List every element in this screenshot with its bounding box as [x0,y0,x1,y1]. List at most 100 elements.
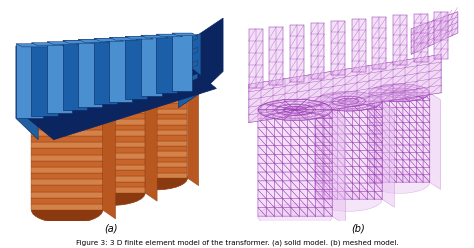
Polygon shape [78,130,145,136]
Polygon shape [141,35,168,38]
Polygon shape [370,171,430,193]
Polygon shape [57,77,83,91]
Polygon shape [125,87,187,93]
Polygon shape [290,25,304,82]
Polygon shape [125,103,187,109]
Polygon shape [78,125,145,130]
Polygon shape [248,29,263,89]
Polygon shape [78,96,145,102]
Polygon shape [94,38,123,41]
Polygon shape [102,40,127,55]
Ellipse shape [78,181,145,205]
Polygon shape [132,81,155,94]
Polygon shape [117,83,141,97]
Polygon shape [47,42,79,45]
Polygon shape [31,105,103,111]
Polygon shape [109,37,138,40]
Polygon shape [125,141,187,146]
Polygon shape [147,37,169,50]
Polygon shape [63,40,94,44]
Polygon shape [132,52,155,66]
Polygon shape [102,71,127,85]
Polygon shape [125,162,187,167]
Polygon shape [78,113,145,119]
Polygon shape [31,167,103,173]
Polygon shape [73,43,98,57]
Polygon shape [141,35,162,96]
Polygon shape [382,101,394,207]
Polygon shape [269,27,283,85]
Polygon shape [87,42,112,56]
Polygon shape [331,21,345,75]
Text: Figure 3: 3 D finite element model of the transformer. (a) solid model. (b) mesh: Figure 3: 3 D finite element model of th… [76,239,398,246]
Polygon shape [31,111,103,118]
Polygon shape [78,165,145,170]
Polygon shape [147,78,169,92]
Polygon shape [31,198,103,204]
Polygon shape [125,130,187,135]
Polygon shape [78,39,102,107]
Polygon shape [31,43,64,46]
Polygon shape [117,69,141,82]
Ellipse shape [31,88,103,110]
Ellipse shape [56,96,78,102]
Polygon shape [78,170,145,176]
Polygon shape [125,82,187,87]
Polygon shape [147,64,169,78]
Polygon shape [43,46,69,60]
Polygon shape [57,93,83,107]
Polygon shape [43,79,69,93]
Polygon shape [78,159,145,165]
Ellipse shape [101,88,122,94]
Polygon shape [132,66,155,80]
Polygon shape [78,148,145,153]
Polygon shape [78,142,145,148]
Polygon shape [78,102,145,108]
Polygon shape [315,101,382,199]
Polygon shape [78,176,145,182]
Polygon shape [156,34,182,37]
Polygon shape [125,157,187,162]
Polygon shape [411,12,457,54]
Text: (a): (a) [105,223,118,233]
Polygon shape [43,62,69,77]
Polygon shape [31,179,103,186]
Polygon shape [31,191,103,198]
Polygon shape [162,62,183,76]
Polygon shape [63,40,87,110]
Polygon shape [315,92,382,111]
Polygon shape [162,49,183,62]
Polygon shape [31,124,103,130]
Polygon shape [117,54,141,68]
Polygon shape [73,91,98,105]
Ellipse shape [31,197,103,223]
Polygon shape [78,182,145,187]
Polygon shape [258,204,332,229]
Polygon shape [352,19,366,72]
Polygon shape [156,34,177,93]
Polygon shape [78,119,145,125]
Polygon shape [78,136,145,142]
Polygon shape [102,86,127,100]
Polygon shape [87,57,112,71]
Polygon shape [117,39,141,53]
Polygon shape [31,118,103,124]
Polygon shape [125,36,153,39]
Polygon shape [31,155,103,161]
Polygon shape [31,142,103,149]
Polygon shape [258,99,332,121]
Polygon shape [57,61,83,75]
Polygon shape [434,12,448,59]
Polygon shape [201,18,223,93]
Polygon shape [87,73,112,87]
Polygon shape [147,51,169,64]
Polygon shape [94,38,117,104]
Polygon shape [31,43,57,116]
Polygon shape [31,186,103,191]
Polygon shape [162,76,183,89]
Polygon shape [145,91,157,201]
Polygon shape [315,187,382,211]
Polygon shape [125,109,187,114]
Polygon shape [31,136,103,142]
Polygon shape [43,95,69,110]
